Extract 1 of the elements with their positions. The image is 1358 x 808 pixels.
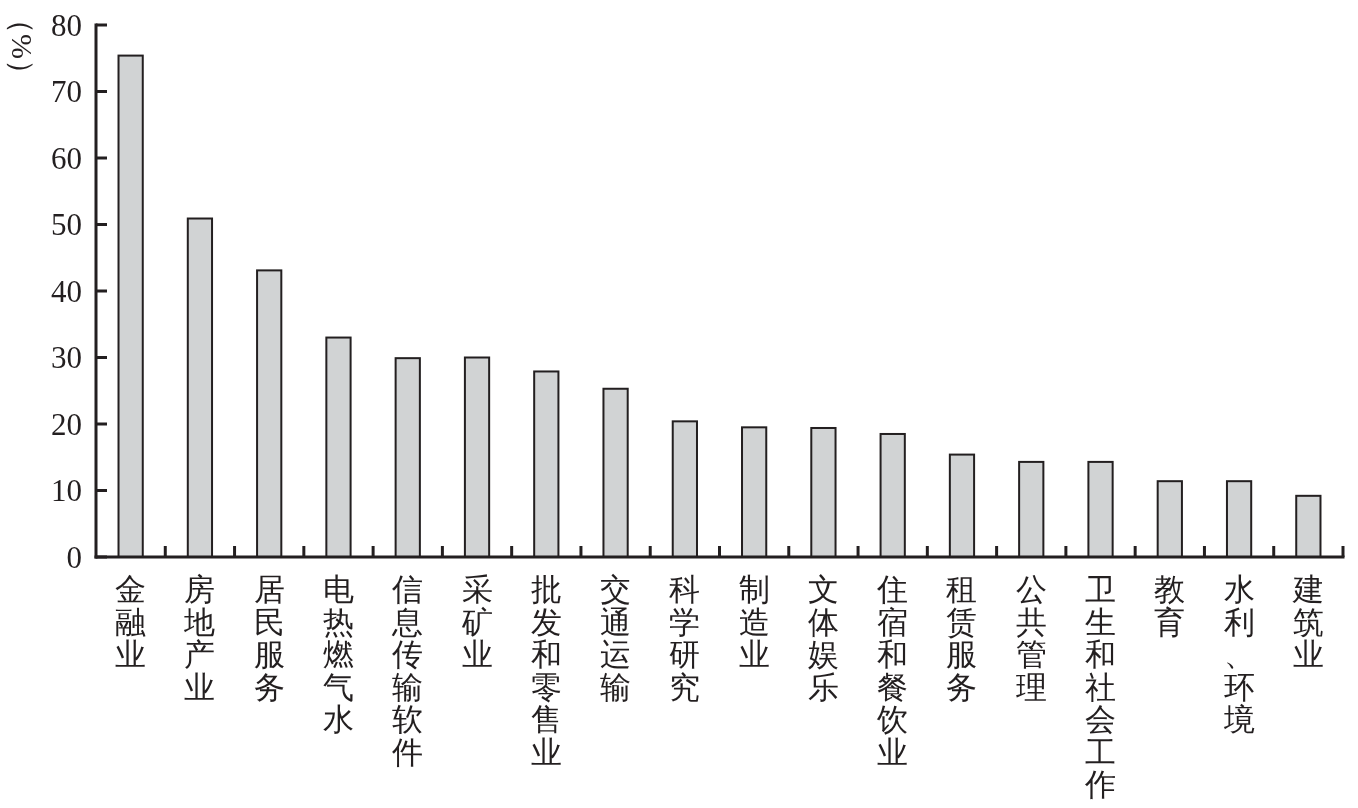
ylabel: （%） (5, 4, 39, 89)
